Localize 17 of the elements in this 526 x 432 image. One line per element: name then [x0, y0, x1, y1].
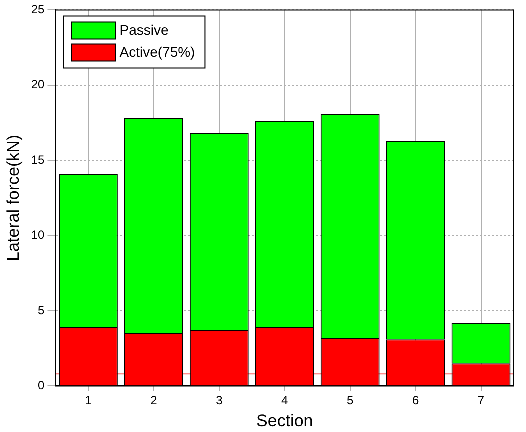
- legend-label: Passive: [120, 22, 169, 38]
- legend-label: Active(75%): [120, 44, 196, 60]
- y-tick-label: 0: [38, 378, 46, 393]
- y-tick-label: 20: [31, 78, 46, 92]
- x-tick-label: 6: [412, 394, 420, 408]
- x-tick-label: 5: [346, 394, 354, 408]
- y-tick-label: 15: [31, 152, 46, 167]
- y-axis-title: Lateral force(kN): [4, 134, 23, 262]
- x-axis-title: Section: [256, 411, 314, 430]
- x-tick-label: 7: [478, 394, 485, 408]
- x-tick-label: 1: [85, 394, 92, 408]
- x-tick-label: 3: [216, 394, 224, 408]
- y-tick-label: 5: [38, 303, 46, 318]
- y-tick-label: 25: [31, 2, 46, 17]
- x-tick-label: 4: [282, 394, 289, 408]
- x-tick-label: 2: [150, 394, 158, 408]
- y-tick-label: 10: [31, 228, 46, 242]
